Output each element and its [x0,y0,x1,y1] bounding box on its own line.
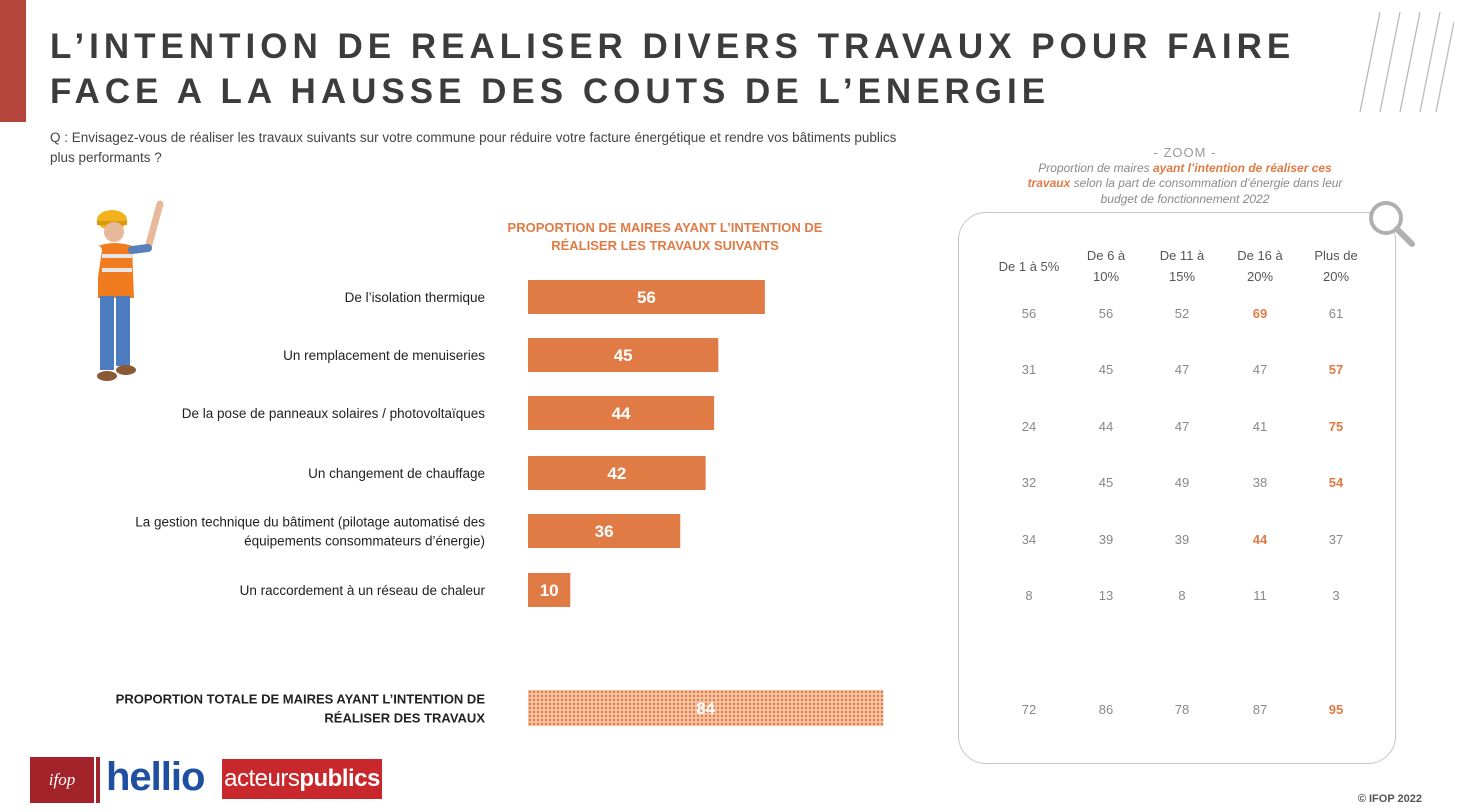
total-cell: 87 [1253,702,1267,717]
table-cell: 37 [1329,532,1343,547]
table-cell: 45 [1099,475,1113,490]
bar [528,280,765,314]
bar-label: Un remplacement de menuiseries [283,348,485,363]
column-header: De 11 à 15% [1160,248,1205,284]
total-cell: 95 [1329,702,1343,717]
zoom-subtitle: Proportion de maires ayant l’intention d… [1027,160,1343,206]
copyright: © IFOP 2022 [1357,793,1422,805]
bar-label: La gestion technique du bâtiment (pilota… [135,515,485,549]
table-cell: 49 [1175,475,1189,490]
table-cell: 61 [1329,306,1343,321]
bar-label: De l’isolation thermique [345,290,485,305]
column-header: De 16 à 20% [1237,248,1283,284]
table-cell: 47 [1175,362,1189,377]
table-cell: 38 [1253,475,1267,490]
bar [528,456,706,490]
table-cell: 75 [1329,419,1343,434]
column-header: De 1 à 5% [999,259,1060,274]
zoom-panel [958,212,1396,764]
total-cell: 72 [1022,702,1036,717]
bar-label: Un changement de chauffage [308,466,485,481]
bar [528,396,715,430]
table-cell: 56 [1022,306,1036,321]
page-title: L’INTENTION DE REALISER DIVERS TRAVAUX P… [50,27,1296,111]
chart-title: PROPORTION DE MAIRES AYANT L’INTENTION D… [507,220,823,253]
zoom-table: De 1 à 5% De 6 à 10% De 11 à 15% De 16 à 20% Pl… [999,248,1358,717]
bar-value-label: 10 [540,581,559,600]
zoom-header: - ZOOM - Proportion de maires ayant l’in… [1020,145,1350,207]
acteurs-publics-logo: acteurspublics [222,759,382,799]
table-cell: 13 [1099,588,1113,603]
total-cell: 86 [1099,702,1113,717]
bar [528,514,681,548]
hellio-logo: hellio [106,755,205,799]
table-cell: 11 [1253,588,1267,603]
bar-label: Un raccordement à un réseau de chaleur [240,583,486,598]
bar-value-label: 45 [614,346,633,365]
table-cell: 39 [1175,532,1189,547]
table-cell: 56 [1099,306,1113,321]
table-cell: 47 [1175,419,1189,434]
ifop-logo: ifop [30,757,94,803]
zoom-label: - ZOOM - [1153,145,1217,160]
table-cell: 32 [1022,475,1036,490]
partner-logos: ifop hellio acteurspublics [30,755,390,803]
bar [528,573,571,607]
bar-chart: De l’isolation thermique 56 Un remplacemen… [116,280,884,726]
table-cell: 69 [1253,306,1267,321]
table-cell: 52 [1175,306,1189,321]
table-cell: 8 [1178,588,1185,603]
total-value-label: 84 [696,699,715,718]
table-cell: 45 [1099,362,1113,377]
bar-value-label: 42 [607,464,626,483]
column-header: Plus de 20% [1314,248,1357,284]
column-header: De 6 à 10% [1087,248,1126,284]
table-cell: 54 [1329,475,1344,490]
total-bar [528,690,884,726]
total-cell: 78 [1175,702,1189,717]
table-cell: 24 [1022,419,1036,434]
bar-value-label: 36 [595,522,614,541]
bar [528,338,719,372]
table-cell: 34 [1022,532,1036,547]
table-cell: 47 [1253,362,1267,377]
bar-value-label: 44 [612,404,631,423]
magnifier-icon [1369,201,1415,247]
table-cell: 8 [1025,588,1032,603]
total-label: PROPORTION TOTALE DE MAIRES AYANT L’INTE… [116,692,486,726]
worker-illustration [88,200,164,381]
table-cell: 31 [1022,362,1036,377]
decorative-hatch [1359,11,1454,113]
bar-value-label: 56 [637,288,656,307]
table-cell: 57 [1329,362,1343,377]
survey-question: Q : Envisagez-vous de réaliser les trava… [50,130,897,165]
table-cell: 3 [1332,588,1339,603]
accent-bar [0,0,26,122]
table-cell: 41 [1253,419,1267,434]
table-cell: 39 [1099,532,1113,547]
table-cell: 44 [1253,532,1268,547]
bar-label: De la pose de panneaux solaires / photov… [182,406,485,421]
table-cell: 44 [1099,419,1113,434]
logo-separator [96,757,100,803]
